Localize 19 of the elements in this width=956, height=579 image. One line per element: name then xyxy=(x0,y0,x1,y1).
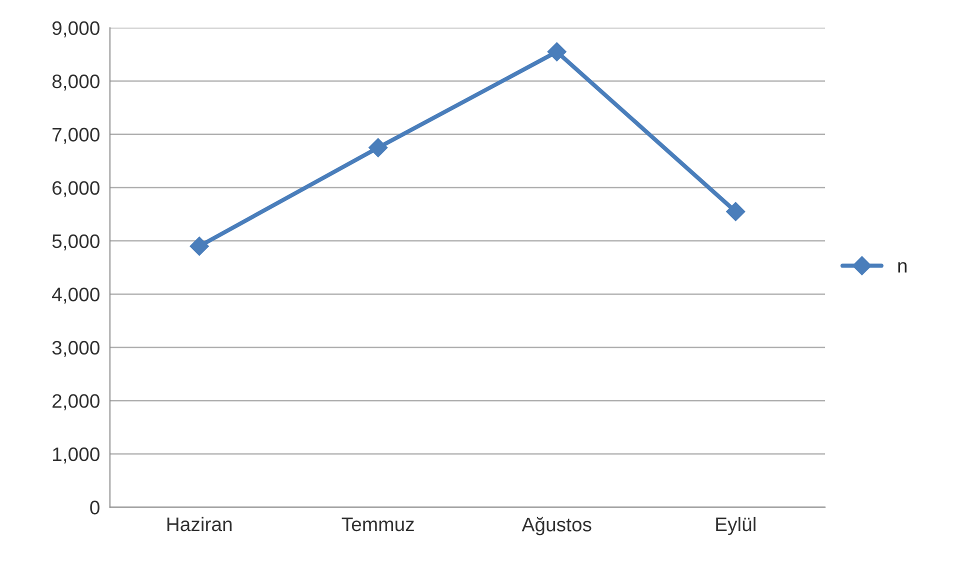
x-tick-label: Eylül xyxy=(716,516,756,536)
y-tick-label: 2,000 xyxy=(52,394,100,410)
x-tick-label: Temmuz xyxy=(342,518,414,532)
x-tick-label: Ağustos xyxy=(522,516,592,536)
point xyxy=(726,202,746,222)
y-tick-label: 6,000 xyxy=(52,181,100,198)
point xyxy=(190,236,209,256)
y-tick-label: 4,000 xyxy=(52,288,100,304)
y-tick-label: 0 xyxy=(90,500,100,514)
y-tick-label: 1,000 xyxy=(53,447,100,464)
y-tick-label: 5,000 xyxy=(52,234,100,250)
y-tick-label: 7,000 xyxy=(52,128,100,144)
point xyxy=(547,42,566,62)
point xyxy=(368,138,388,158)
legend-label: n xyxy=(898,262,907,273)
y-tick-label: 8,000 xyxy=(52,74,100,91)
y-tick-label: 9,000 xyxy=(52,21,100,38)
y-tick-label: 3,000 xyxy=(52,340,100,357)
x-tick-label: Haziran xyxy=(167,516,232,532)
